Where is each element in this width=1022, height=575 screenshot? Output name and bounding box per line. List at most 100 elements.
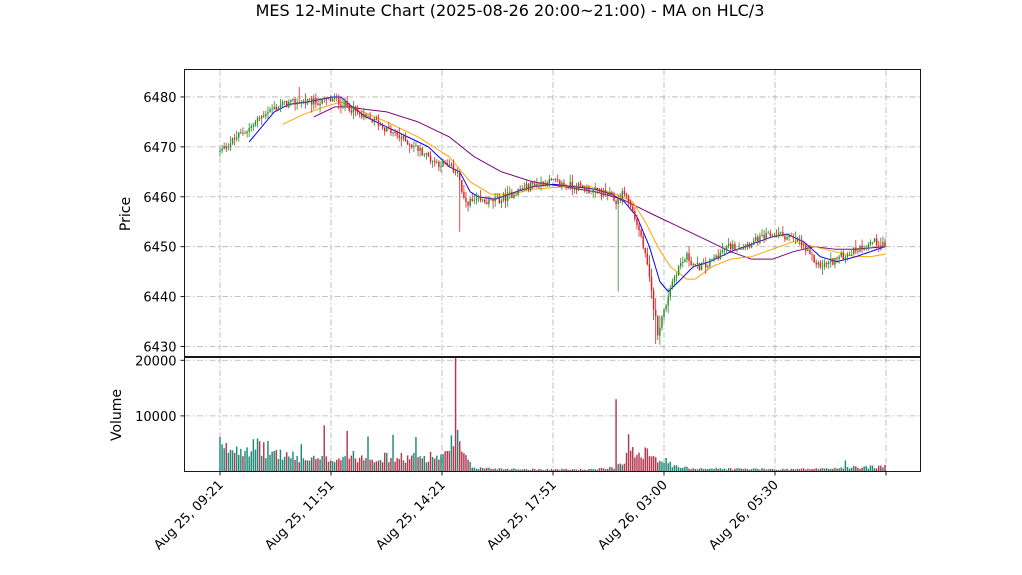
volume-bar — [863, 466, 865, 472]
volume-bar — [348, 458, 350, 472]
candle-body — [669, 288, 672, 297]
candle-body — [269, 109, 271, 113]
volume-bar — [763, 468, 765, 472]
volume-bar — [638, 452, 640, 472]
candle-body — [273, 106, 275, 109]
candle-body — [878, 245, 880, 247]
candle-body — [513, 195, 515, 198]
volume-ytick-label: 10000 — [135, 410, 176, 425]
volume-bar — [260, 455, 263, 472]
candle-body — [331, 98, 334, 102]
candle-body — [734, 244, 736, 251]
volume-bar — [310, 457, 313, 472]
candle-body — [721, 250, 724, 253]
volume-bar — [548, 470, 551, 472]
volume-bar — [819, 468, 822, 472]
candle-body — [767, 232, 769, 234]
volume-bar — [642, 458, 644, 472]
volume-bar — [383, 452, 386, 472]
candle-body — [575, 188, 578, 191]
candle-body — [632, 206, 634, 212]
candle-body — [600, 191, 603, 196]
volume-bar — [546, 468, 549, 472]
candle-body — [865, 247, 867, 249]
candle-body — [611, 192, 613, 195]
candle-body — [677, 266, 680, 276]
volume-bar — [252, 439, 255, 472]
price-ytick-label: 6440 — [143, 291, 176, 306]
candle-body — [702, 263, 705, 265]
candle-body — [750, 244, 753, 248]
candle-body — [544, 182, 546, 187]
candle-body — [373, 118, 375, 123]
candle-body — [448, 165, 451, 167]
volume-bar — [417, 457, 419, 472]
candle-body — [688, 253, 690, 261]
candle-body — [654, 309, 657, 317]
price-panel-frame — [184, 69, 921, 357]
candle-body — [846, 254, 849, 258]
volume-bar — [534, 469, 536, 472]
volume-bar — [250, 451, 252, 472]
volume-bar — [363, 460, 365, 472]
candle-body — [675, 275, 678, 278]
volume-bar — [419, 456, 421, 472]
volume-bar — [336, 459, 338, 472]
volume-bar — [700, 468, 703, 472]
volume-bar — [694, 468, 697, 472]
volume-bar — [836, 468, 838, 472]
volume-bar — [579, 468, 582, 472]
volume-bar — [479, 467, 482, 472]
volume-bar — [467, 459, 469, 472]
volume-bar — [821, 468, 824, 472]
xtick-label: Aug 25, 09:21 — [151, 478, 227, 554]
candle-body — [586, 187, 588, 192]
candle-body — [644, 247, 646, 254]
candle-body — [667, 296, 669, 306]
volume-bar — [283, 456, 286, 472]
candle-body — [800, 239, 803, 246]
volume-bar — [590, 468, 592, 472]
candle-body — [642, 235, 644, 248]
volume-bar — [515, 469, 517, 472]
candle-body — [396, 132, 398, 136]
volume-bar — [559, 470, 561, 472]
volume-bar — [825, 468, 828, 472]
candle-body — [840, 252, 842, 257]
volume-bar — [313, 455, 315, 472]
candle-body — [786, 237, 788, 240]
volume-bar — [290, 458, 292, 472]
candle-body — [329, 98, 332, 102]
volume-bar — [238, 454, 240, 472]
candle-body — [569, 181, 571, 188]
candle-body — [844, 257, 847, 260]
volume-bar — [263, 442, 265, 472]
candle-body — [348, 105, 350, 111]
candle-body — [371, 119, 373, 123]
volume-bar — [488, 467, 490, 472]
volume-bar — [377, 460, 380, 472]
volume-bar — [329, 460, 332, 472]
candle-body — [263, 115, 265, 117]
candle-body — [523, 188, 526, 190]
candle-body — [661, 316, 663, 328]
volume-bar — [575, 469, 578, 472]
volume-bar — [506, 468, 509, 472]
candle-body — [711, 259, 713, 261]
candle-body — [404, 135, 407, 141]
volume-bar — [709, 468, 711, 472]
volume-bar — [732, 469, 734, 472]
candle-body — [771, 236, 774, 238]
volume-bar — [827, 468, 830, 472]
volume-bar — [644, 447, 646, 472]
volume-bar — [502, 469, 505, 472]
candle-body — [679, 262, 682, 267]
volume-bar — [688, 468, 690, 472]
candle-body — [850, 254, 853, 256]
candle-body — [561, 182, 563, 186]
volume-bar — [871, 465, 874, 472]
volume-bar — [369, 459, 371, 472]
volume-bar — [448, 451, 451, 472]
candle-body — [283, 101, 286, 103]
candle-body — [736, 249, 738, 251]
